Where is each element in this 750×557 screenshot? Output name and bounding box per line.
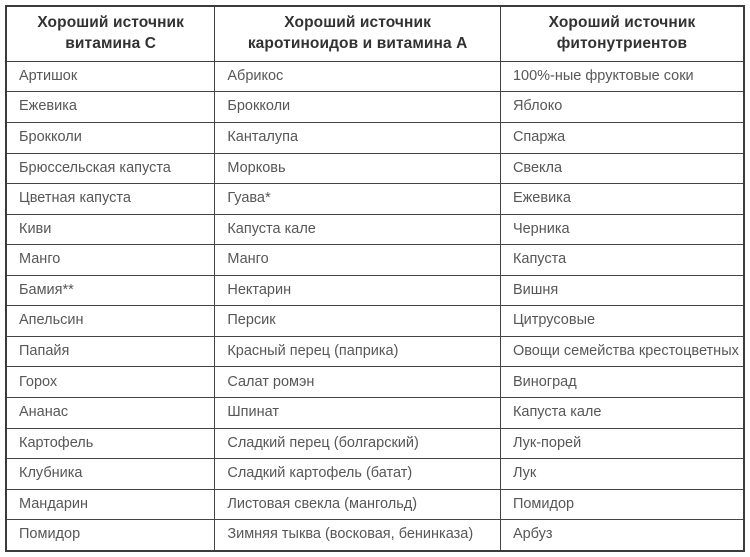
table-cell: Мандарин xyxy=(5,488,216,521)
table-cell: Ежевика xyxy=(499,183,745,215)
table-row: Горох Салат ромэн Виноград xyxy=(5,366,745,399)
table-cell: Нектарин xyxy=(214,274,501,307)
table-cell: Яблоко xyxy=(499,91,745,123)
table-header: Хороший источник витамина С Хороший исто… xyxy=(5,5,745,62)
table-cell: Морковь xyxy=(214,152,501,185)
table-cell: Красный перец (паприка) xyxy=(214,335,501,368)
table-cell: Манго xyxy=(5,244,216,276)
table-cell: Брокколи xyxy=(214,91,501,123)
table-cell: 100%-ные фруктовые соки xyxy=(499,60,745,93)
table-cell: Апельсин xyxy=(5,305,216,337)
table-cell: Спаржа xyxy=(499,121,745,154)
nutrition-sources-table: Хороший источник витамина С Хороший исто… xyxy=(5,5,745,552)
table-cell: Папайя xyxy=(5,335,216,368)
table-cell: Лук xyxy=(499,458,745,490)
table-cell: Листовая свекла (мангольд) xyxy=(214,488,501,521)
table-row: Бамия** Нектарин Вишня xyxy=(5,274,745,307)
table-cell: Гуава* xyxy=(214,183,501,215)
table-cell: Сладкий перец (болгарский) xyxy=(214,427,501,460)
table-cell: Капуста кале xyxy=(214,213,501,246)
table-cell: Капуста кале xyxy=(499,397,745,429)
table-cell: Салат ромэн xyxy=(214,366,501,399)
table-row: Клубника Сладкий картофель (батат) Лук xyxy=(5,458,745,490)
table-cell: Арбуз xyxy=(499,519,745,552)
table-row: Мандарин Листовая свекла (мангольд) Помидо… xyxy=(5,488,745,521)
table-cell: Ежевика xyxy=(5,91,216,123)
table-cell: Канталупа xyxy=(214,121,501,154)
table-cell: Клубника xyxy=(5,458,216,490)
table-cell: Артишок xyxy=(5,60,216,93)
table-cell: Персик xyxy=(214,305,501,337)
table-row: Ананас Шпинат Капуста кале xyxy=(5,397,745,429)
table-row: Папайя Красный перец (паприка) Овощи семей… xyxy=(5,335,745,368)
table-body: Артишок Абрикос 100%-ные фруктовые соки Еже… xyxy=(5,60,745,552)
table-cell: Черника xyxy=(499,213,745,246)
header-row: Хороший источник витамина С Хороший исто… xyxy=(5,5,745,62)
table-cell: Капуста xyxy=(499,244,745,276)
table-cell: Лук-порей xyxy=(499,427,745,460)
table-cell: Киви xyxy=(5,213,216,246)
table-row: Манго Манго Капуста xyxy=(5,244,745,276)
table-cell: Цитрусовые xyxy=(499,305,745,337)
table-cell: Зимняя тыква (восковая, бенинказа) xyxy=(214,519,501,552)
table-cell: Овощи семейства крестоцветных xyxy=(499,335,745,368)
table-cell: Абрикос xyxy=(214,60,501,93)
table-cell: Картофель xyxy=(5,427,216,460)
table-row: Киви Капуста кале Черника xyxy=(5,213,745,246)
column-header-carotenoids-vitamin-a: Хороший источник каротиноидов и витамина… xyxy=(214,5,501,62)
table-cell: Помидор xyxy=(5,519,216,552)
table-row: Цветная капуста Гуава* Ежевика xyxy=(5,183,745,215)
table-cell: Бамия** xyxy=(5,274,216,307)
table-cell: Горох xyxy=(5,366,216,399)
table-row: Артишок Абрикос 100%-ные фруктовые соки xyxy=(5,60,745,93)
table-cell: Вишня xyxy=(499,274,745,307)
column-header-vitamin-c: Хороший источник витамина С xyxy=(5,5,216,62)
table-row: Апельсин Персик Цитрусовые xyxy=(5,305,745,337)
table-cell: Брюссельская капуста xyxy=(5,152,216,185)
table-cell: Шпинат xyxy=(214,397,501,429)
table-cell: Сладкий картофель (батат) xyxy=(214,458,501,490)
table-cell: Манго xyxy=(214,244,501,276)
column-header-phytonutrients: Хороший источник фитонутриентов xyxy=(499,5,745,62)
table-cell: Виноград xyxy=(499,366,745,399)
table-row: Помидор Зимняя тыква (восковая, бенинказа… xyxy=(5,519,745,552)
table-cell: Брокколи xyxy=(5,121,216,154)
table-cell: Цветная капуста xyxy=(5,183,216,215)
table-row: Картофель Сладкий перец (болгарский) Лук-п… xyxy=(5,427,745,460)
table-row: Брокколи Канталупа Спаржа xyxy=(5,121,745,154)
table-row: Ежевика Брокколи Яблоко xyxy=(5,91,745,123)
table-row: Брюссельская капуста Морковь Свекла xyxy=(5,152,745,185)
table-cell: Свекла xyxy=(499,152,745,185)
table-cell: Ананас xyxy=(5,397,216,429)
table-cell: Помидор xyxy=(499,488,745,521)
